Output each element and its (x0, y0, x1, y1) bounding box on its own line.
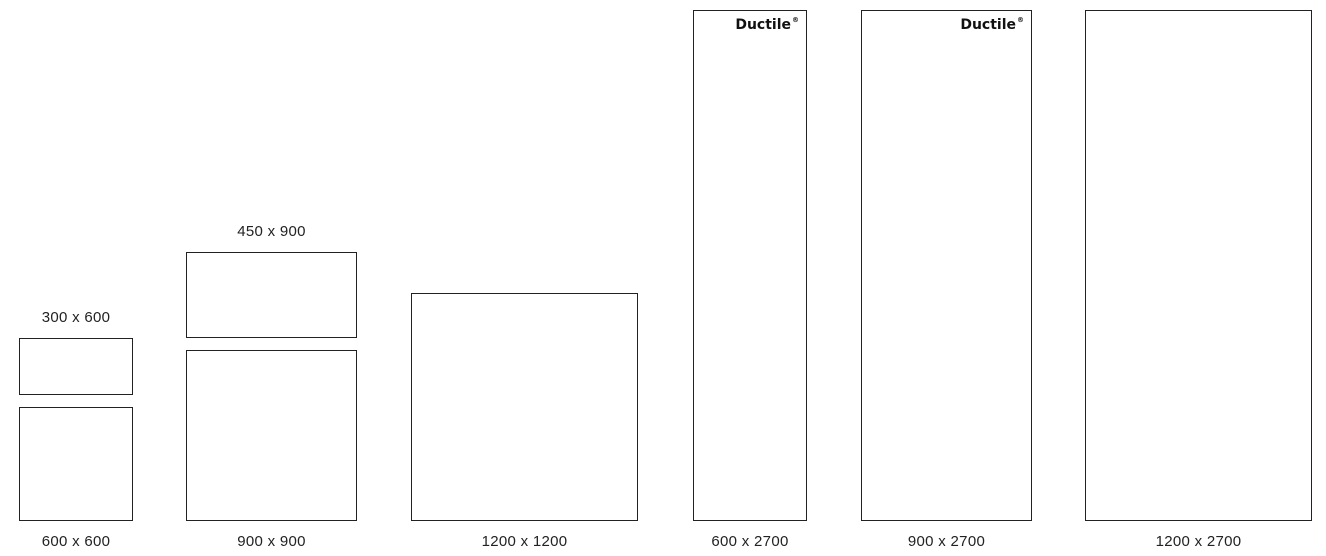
label-600x600: 600 x 600 (41, 533, 111, 550)
tile-900x2700: Ductile® (861, 10, 1032, 521)
label-1200x2700: 1200 x 2700 (1155, 533, 1242, 550)
registered-mark: ® (1017, 16, 1024, 24)
tile-900x900 (186, 350, 357, 521)
tile-450x900 (186, 252, 357, 338)
tile-300x600 (19, 338, 133, 395)
tile-1200x1200 (411, 293, 638, 521)
tile-1200x2700 (1085, 10, 1312, 521)
brand-name: Ductile (735, 17, 791, 33)
label-300x600: 300 x 600 (41, 309, 111, 326)
registered-mark: ® (792, 16, 799, 24)
label-900x2700: 900 x 2700 (907, 533, 986, 550)
ductile-logo: Ductile® (735, 16, 799, 33)
ductile-logo: Ductile® (960, 16, 1024, 33)
tile-600x2700: Ductile® (693, 10, 807, 521)
label-1200x1200: 1200 x 1200 (481, 533, 568, 550)
label-600x2700: 600 x 2700 (711, 533, 789, 550)
brand-name: Ductile (960, 17, 1016, 33)
label-450x900: 450 x 900 (237, 223, 306, 240)
tile-600x600 (19, 407, 133, 521)
label-900x900: 900 x 900 (237, 533, 306, 550)
